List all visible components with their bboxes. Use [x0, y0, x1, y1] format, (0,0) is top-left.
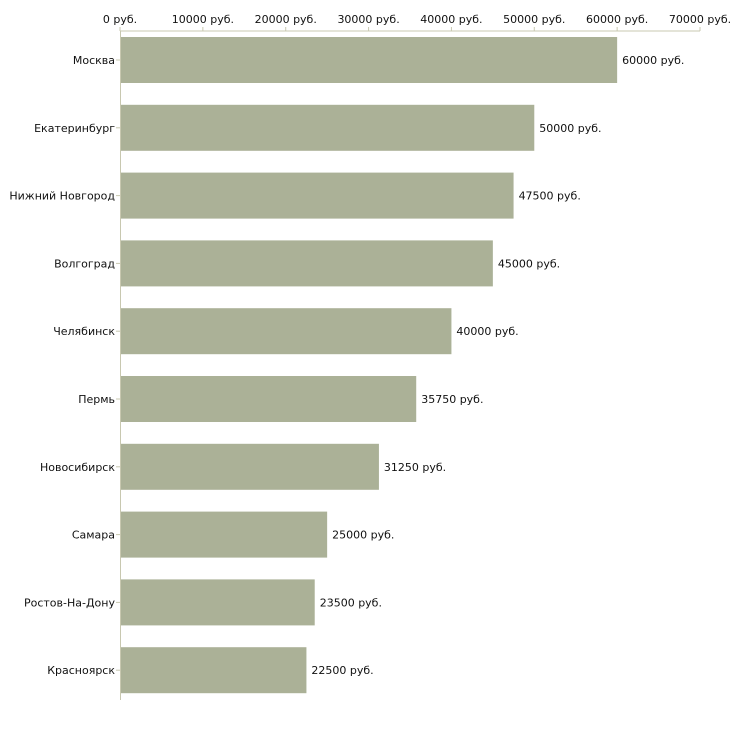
value-label: 22500 руб.: [311, 664, 373, 677]
value-label: 47500 руб.: [519, 190, 581, 203]
bar: [121, 172, 514, 219]
x-tick-label: 30000 руб.: [337, 13, 399, 26]
x-tick-label: 20000 руб.: [255, 13, 317, 26]
value-label: 40000 руб.: [456, 325, 518, 338]
value-label: 35750 руб.: [421, 393, 483, 406]
x-tick-label: 10000 руб.: [172, 13, 234, 26]
category-label: Самара: [72, 529, 115, 542]
x-tick-label: 50000 руб.: [503, 13, 565, 26]
category-label: Волгоград: [54, 257, 115, 270]
x-tick-label: 0 руб.: [103, 13, 137, 26]
bar: [121, 308, 452, 355]
value-label: 45000 руб.: [498, 257, 560, 270]
bar: [121, 443, 379, 490]
value-label: 31250 руб.: [384, 461, 446, 474]
x-tick-label: 70000 руб.: [669, 13, 730, 26]
bar: [121, 240, 493, 287]
value-label: 25000 руб.: [332, 529, 394, 542]
x-tick-label: 60000 руб.: [586, 13, 648, 26]
bar: [121, 579, 315, 626]
bar: [121, 647, 307, 694]
category-label: Нижний Новгород: [9, 190, 115, 203]
value-label: 50000 руб.: [539, 122, 601, 135]
category-label: Москва: [73, 54, 115, 67]
x-tick-label: 40000 руб.: [420, 13, 482, 26]
category-label: Ростов-На-Дону: [24, 596, 115, 609]
bar: [121, 376, 417, 422]
bar: [121, 511, 328, 558]
category-label: Красноярск: [47, 664, 115, 677]
bar: [121, 104, 535, 151]
category-label: Пермь: [78, 393, 115, 406]
category-label: Новосибирск: [40, 461, 115, 474]
bar: [121, 37, 618, 83]
value-label: 60000 руб.: [622, 54, 684, 67]
category-label: Челябинск: [53, 325, 115, 338]
category-label: Екатеринбург: [34, 122, 115, 135]
value-label: 23500 руб.: [320, 596, 382, 609]
